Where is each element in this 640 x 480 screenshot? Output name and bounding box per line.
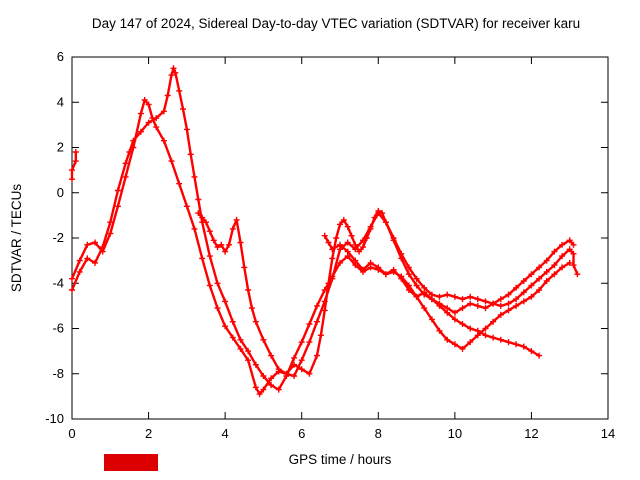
x-tick-label: 14 xyxy=(601,426,615,441)
y-tick-label: 0 xyxy=(57,185,64,200)
series-markers xyxy=(69,149,79,183)
x-tick-label: 8 xyxy=(375,426,382,441)
series-line xyxy=(197,209,579,375)
chart-title: Day 147 of 2024, Sidereal Day-to-day VTE… xyxy=(91,16,581,31)
y-tick-label: -4 xyxy=(52,275,64,290)
x-tick-label: 10 xyxy=(448,426,462,441)
y-tick-label: -6 xyxy=(52,321,64,336)
y-tick-label: -10 xyxy=(45,411,64,426)
x-tick-label: 0 xyxy=(68,426,75,441)
y-tick-label: -8 xyxy=(52,366,64,381)
y-tick-label: 4 xyxy=(57,94,64,109)
y-tick-label: 6 xyxy=(57,49,64,64)
x-tick-label: 2 xyxy=(145,426,152,441)
series-markers xyxy=(69,97,577,398)
x-tick-label: 4 xyxy=(222,426,229,441)
y-tick-label: 2 xyxy=(57,140,64,155)
y-axis-label: SDTVAR / TECUs xyxy=(9,183,24,293)
series-line xyxy=(70,98,575,396)
series-markers xyxy=(69,65,573,393)
series-markers xyxy=(195,207,581,377)
y-tick-label: -2 xyxy=(52,230,64,245)
plot-border xyxy=(71,56,609,420)
series-line xyxy=(70,150,78,181)
x-tick-label: 12 xyxy=(524,426,538,441)
series-markers xyxy=(321,232,543,359)
x-tick-label: 6 xyxy=(298,426,305,441)
x-axis-label: GPS time / hours xyxy=(288,452,392,467)
red-logo-badge[interactable] xyxy=(104,454,158,471)
